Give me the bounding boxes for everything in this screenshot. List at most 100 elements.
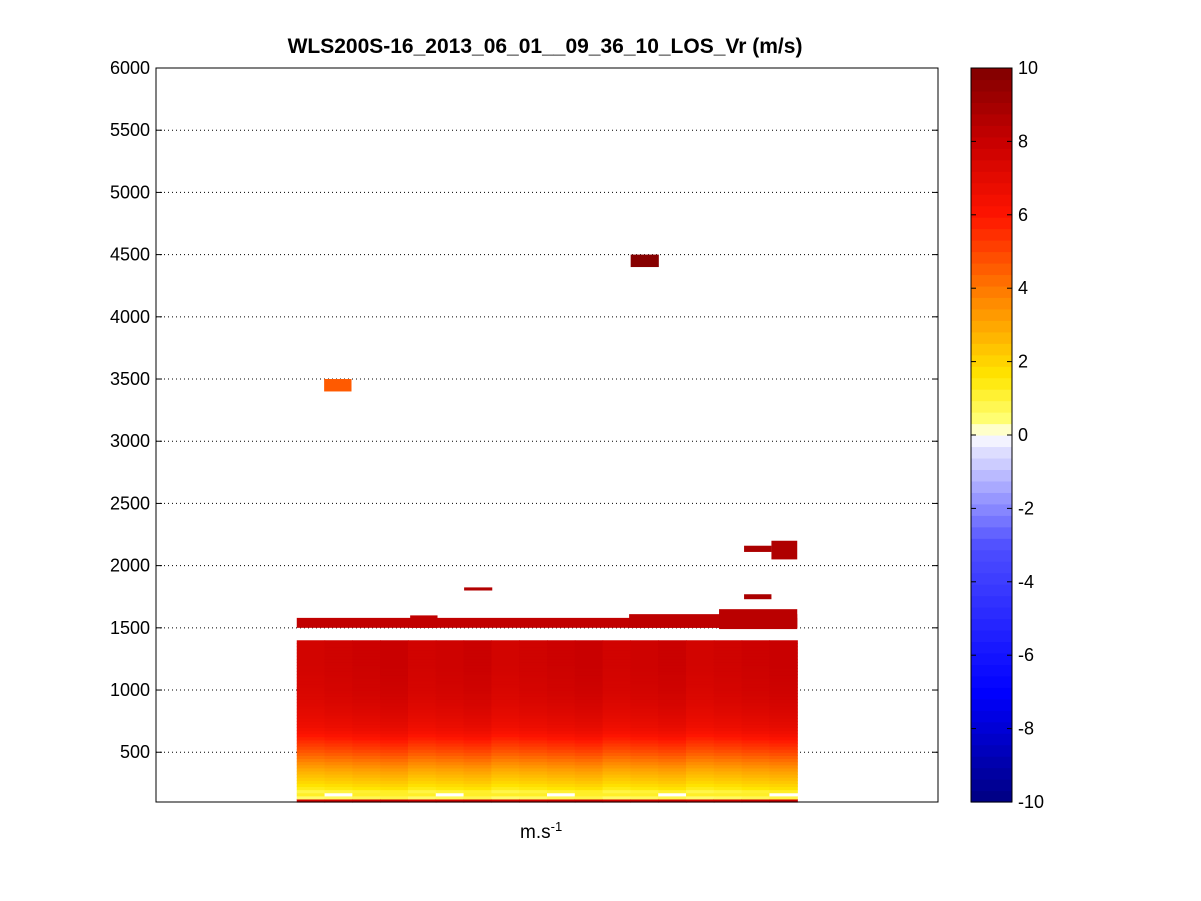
heatmap-cell [741,721,771,725]
heatmap-cell [574,736,604,741]
colorbar-step [971,572,1012,585]
heatmap-cell [463,798,492,803]
heatmap-cell [380,770,409,775]
heatmap-cell [352,742,381,747]
heatmap-cell [407,705,437,710]
heatmap-cell [741,767,771,772]
heatmap-cell [658,714,687,719]
heatmap-cell [769,783,798,788]
heatmap-cell [435,780,465,784]
heatmap-cell [658,711,687,716]
heatmap-cell [686,705,715,710]
heatmap-cell [574,742,604,747]
heatmap-cell [686,646,715,651]
heatmap-cell [407,730,437,735]
heatmap-cell [463,783,492,788]
heatmap-cell [686,755,715,760]
heatmap-cell [602,699,632,704]
heatmap-cell [324,683,353,688]
heatmap-cell [658,764,687,769]
heatmap-cell [463,686,492,691]
heatmap-cell [769,767,798,772]
heatmap-cell [713,690,743,694]
heatmap-cell [574,721,604,725]
heatmap-cell [630,742,659,747]
heatmap-cell [380,777,409,781]
heatmap-cell [602,718,632,722]
heatmap-cell [574,674,604,679]
heatmap-cell [463,724,492,728]
heatmap-cell [352,702,381,707]
heatmap-cell [324,798,353,803]
heatmap-feature [744,545,772,552]
heatmap-cell [324,780,353,784]
colorbar-step [971,205,1012,218]
heatmap-cell [602,795,632,800]
y-tick-label: 6000 [110,58,150,78]
heatmap-cell [491,798,520,803]
heatmap-cell [574,714,604,719]
heatmap-cell [574,783,604,788]
heatmap-cell [352,714,381,719]
colorbar-gradient [971,68,1012,803]
heatmap-cell [658,680,687,685]
heatmap-cell [630,649,659,654]
colorbar-tick-label: -8 [1018,719,1034,739]
heatmap-cell [380,774,409,778]
heatmap-cell [380,658,409,663]
heatmap-cell [519,665,548,669]
heatmap-cell [769,696,798,700]
heatmap-cell [407,755,437,760]
heatmap-cell [713,733,743,738]
heatmap-cell [435,721,465,725]
heatmap-cell [769,702,798,707]
heatmap-cell [741,770,771,775]
heatmap-cell [352,690,381,694]
colorbar-tick-label: 0 [1018,425,1028,445]
heatmap-cell [519,718,548,722]
heatmap-cell [296,699,326,704]
heatmap-cell [463,683,492,688]
heatmap-feature [719,609,798,630]
heatmap-cell [324,736,353,741]
heatmap-cell [435,755,465,760]
heatmap-cell [686,658,715,663]
heatmap-cell [686,718,715,722]
heatmap-cell [574,690,604,694]
heatmap-cell [602,683,632,688]
heatmap-cell [741,708,771,713]
heatmap-cell [713,643,743,648]
colorbar-step [971,102,1012,115]
heatmap-cell [769,774,798,778]
heatmap-cell [713,739,743,744]
heatmap-cell [741,798,771,803]
heatmap-cell [741,677,771,682]
heatmap-cell [380,699,409,704]
heatmap-cell [380,721,409,725]
heatmap-cell [463,658,492,663]
heatmap-cell [463,736,492,741]
heatmap-cell [407,746,437,750]
heatmap-cell [547,767,576,772]
heatmap-cell [602,761,632,766]
heatmap-cell [407,761,437,766]
heatmap-cell [630,643,659,648]
heatmap-cell [519,702,548,707]
heatmap-cell [296,730,326,735]
heatmap-cell [686,649,715,654]
heatmap-cell [491,739,520,744]
heatmap-cell [491,690,520,694]
heatmap-cell [574,770,604,775]
heatmap-cell [658,733,687,738]
heatmap-cell [324,786,353,791]
heatmap-cell [352,711,381,716]
heatmap-cell [574,789,604,794]
heatmap-cell [741,795,771,800]
heatmap-cell [296,736,326,741]
heatmap-cell [324,730,353,735]
heatmap-cell [407,671,437,676]
heatmap-cell [547,755,576,760]
heatmap-cell [407,643,437,648]
heatmap-cell [602,746,632,750]
heatmap-cell [435,792,465,797]
